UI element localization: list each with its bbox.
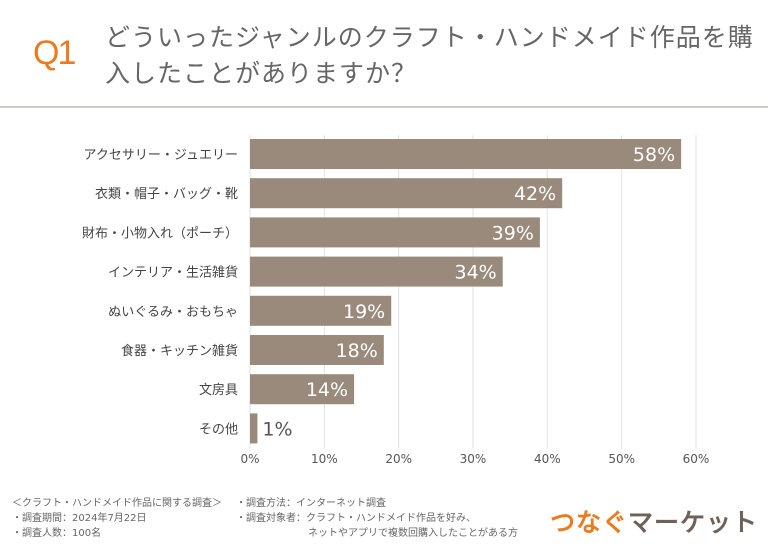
header: Q1 どういったジャンルのクラフト・ハンドメイド作品を購入したことがありますか？: [0, 0, 768, 108]
note-survey: ＜クラフト・ハンドメイド作品に関する調査＞: [12, 498, 222, 509]
data-label: 18%: [336, 340, 378, 362]
question-title: どういったジャンルのクラフト・ハンドメイド作品を購入したことがありますか？: [105, 23, 754, 88]
x-tick-label: 0%: [240, 452, 259, 466]
category-label: 文房具: [199, 382, 238, 398]
bar: [250, 335, 384, 365]
x-tick-label: 20%: [385, 452, 412, 466]
category-label: アクセサリー・ジュエリー: [84, 148, 238, 163]
category-label: 食器・キッチン雑貨: [121, 343, 238, 359]
note-period: ・調査期間：2024年7月22日: [12, 513, 147, 524]
data-label: 39%: [492, 222, 534, 244]
note-method: ・調査方法：インターネット調査: [236, 498, 386, 509]
bar: [250, 374, 355, 405]
x-tick-label: 10%: [311, 452, 338, 466]
data-label: 42%: [514, 183, 556, 205]
bar: [250, 217, 540, 248]
data-label: 58%: [633, 144, 675, 166]
x-tick-label: 60%: [683, 452, 710, 466]
bar: [250, 178, 563, 209]
question-number: Q1: [33, 34, 76, 72]
data-label: 1%: [262, 418, 292, 440]
logo-part1: つなぐ: [550, 508, 629, 537]
data-label: 19%: [343, 301, 385, 323]
data-label: 14%: [306, 379, 348, 401]
data-label: 34%: [454, 262, 496, 284]
logo: つなぐマーケット: [550, 503, 758, 539]
category-label: 財布・小物入れ（ポーチ）: [82, 226, 238, 241]
note-count: ・調査人数：100名: [12, 528, 102, 539]
bar: [250, 139, 682, 169]
bar: [250, 295, 392, 326]
category-label: ぬいぐるみ・おもちゃ: [108, 305, 238, 320]
category-label: 衣類・帽子・バッグ・靴: [95, 186, 238, 202]
category-label: その他: [199, 422, 238, 437]
x-tick-label: 30%: [460, 452, 487, 466]
x-tick-label: 40%: [534, 452, 561, 466]
bar: [250, 413, 258, 444]
note-target-cont: ネットやアプリで複数回購入したことがある方: [308, 528, 518, 539]
category-label: インテリア・生活雑貨: [108, 265, 238, 281]
logo-part2: マーケット: [628, 508, 759, 537]
note-target: ・調査対象者：クラフト・ハンドメイド作品を好み、: [236, 513, 476, 524]
x-tick-label: 50%: [608, 452, 635, 466]
bar: [250, 256, 503, 287]
